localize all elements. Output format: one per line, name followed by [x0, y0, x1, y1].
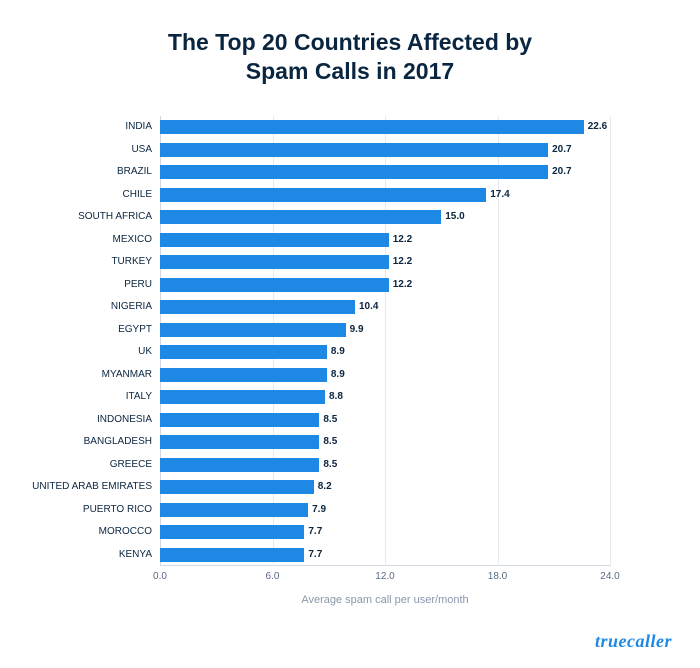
bar-value-label: 12.2 [393, 274, 412, 297]
bar-category-label: PUERTO RICO [83, 499, 152, 522]
bar-category-label: GREECE [110, 454, 152, 477]
bar-value-label: 20.7 [552, 161, 571, 184]
bar-value-label: 7.9 [312, 499, 326, 522]
bar-value-label: 7.7 [308, 521, 322, 544]
bar-row: MEXICO12.2 [160, 229, 610, 252]
bar [160, 255, 389, 269]
bar-value-label: 10.4 [359, 296, 378, 319]
bar-category-label: USA [131, 139, 152, 162]
bar-row: NIGERIA10.4 [160, 296, 610, 319]
title-line-2: Spam Calls in 2017 [246, 58, 454, 84]
bar-category-label: PERU [124, 274, 152, 297]
bar [160, 323, 346, 337]
bar-row: USA20.7 [160, 139, 610, 162]
bar-row: GREECE8.5 [160, 454, 610, 477]
bar [160, 503, 308, 517]
bar-category-label: BRAZIL [117, 161, 152, 184]
bar-category-label: TURKEY [111, 251, 152, 274]
bar [160, 345, 327, 359]
brand-logo: truecaller [595, 631, 672, 652]
bar-category-label: ITALY [126, 386, 152, 409]
bar-value-label: 8.2 [318, 476, 332, 499]
bar-value-label: 12.2 [393, 251, 412, 274]
bar [160, 458, 319, 472]
chart-area: INDIA22.6USA20.7BRAZIL20.7CHILE17.4SOUTH… [160, 116, 610, 586]
bar-row: TURKEY12.2 [160, 251, 610, 274]
bar-row: MOROCCO7.7 [160, 521, 610, 544]
bar-row: UK8.9 [160, 341, 610, 364]
bar [160, 188, 486, 202]
bar-value-label: 20.7 [552, 139, 571, 162]
plot-region: INDIA22.6USA20.7BRAZIL20.7CHILE17.4SOUTH… [160, 116, 610, 566]
bar [160, 278, 389, 292]
bar-category-label: INDONESIA [97, 409, 152, 432]
bar [160, 525, 304, 539]
bar-value-label: 15.0 [445, 206, 464, 229]
bar-category-label: INDIA [125, 116, 152, 139]
x-axis-label: Average spam call per user/month [160, 594, 610, 606]
bar-category-label: UNITED ARAB EMIRATES [32, 476, 152, 499]
bar-row: BANGLADESH8.5 [160, 431, 610, 454]
bar-category-label: MYANMAR [102, 364, 152, 387]
bar-value-label: 17.4 [490, 184, 509, 207]
x-tick-label: 0.0 [153, 571, 167, 582]
bar-category-label: MOROCCO [99, 521, 152, 544]
bar-row: UNITED ARAB EMIRATES8.2 [160, 476, 610, 499]
bar [160, 390, 325, 404]
bar-category-label: CHILE [123, 184, 152, 207]
bar [160, 368, 327, 382]
bar [160, 210, 441, 224]
bar-row: ITALY8.8 [160, 386, 610, 409]
bar-category-label: UK [138, 341, 152, 364]
bar-value-label: 9.9 [350, 319, 364, 342]
bar-row: KENYA7.7 [160, 544, 610, 567]
chart-title: The Top 20 Countries Affected by Spam Ca… [0, 0, 700, 96]
bar-row: INDONESIA8.5 [160, 409, 610, 432]
bar [160, 120, 584, 134]
x-tick-label: 12.0 [375, 571, 394, 582]
x-tick-label: 24.0 [600, 571, 619, 582]
bar-value-label: 22.6 [588, 116, 607, 139]
bar-value-label: 12.2 [393, 229, 412, 252]
bar-row: PERU12.2 [160, 274, 610, 297]
bar-value-label: 8.5 [323, 431, 337, 454]
bar-category-label: EGYPT [118, 319, 152, 342]
bar-row: EGYPT9.9 [160, 319, 610, 342]
bar-category-label: BANGLADESH [84, 431, 152, 454]
bar-row: SOUTH AFRICA15.0 [160, 206, 610, 229]
title-line-1: The Top 20 Countries Affected by [168, 29, 532, 55]
bar-row: BRAZIL20.7 [160, 161, 610, 184]
bar-row: INDIA22.6 [160, 116, 610, 139]
bar-row: CHILE17.4 [160, 184, 610, 207]
bar-value-label: 8.9 [331, 341, 345, 364]
bar [160, 233, 389, 247]
bar [160, 165, 548, 179]
bar-value-label: 8.5 [323, 409, 337, 432]
x-tick-label: 6.0 [266, 571, 280, 582]
x-tick-label: 18.0 [488, 571, 507, 582]
bar-category-label: SOUTH AFRICA [78, 206, 152, 229]
bar [160, 143, 548, 157]
bar [160, 548, 304, 562]
chart-page: The Top 20 Countries Affected by Spam Ca… [0, 0, 700, 668]
bar-category-label: KENYA [119, 544, 152, 567]
bar-value-label: 8.5 [323, 454, 337, 477]
bar-row: PUERTO RICO7.9 [160, 499, 610, 522]
bar-value-label: 8.9 [331, 364, 345, 387]
gridline [610, 116, 611, 566]
bar-category-label: MEXICO [113, 229, 152, 252]
bar [160, 435, 319, 449]
bar-row: MYANMAR8.9 [160, 364, 610, 387]
bar-value-label: 7.7 [308, 544, 322, 567]
bar-category-label: NIGERIA [111, 296, 152, 319]
bar [160, 413, 319, 427]
bar-value-label: 8.8 [329, 386, 343, 409]
bar [160, 480, 314, 494]
bar [160, 300, 355, 314]
